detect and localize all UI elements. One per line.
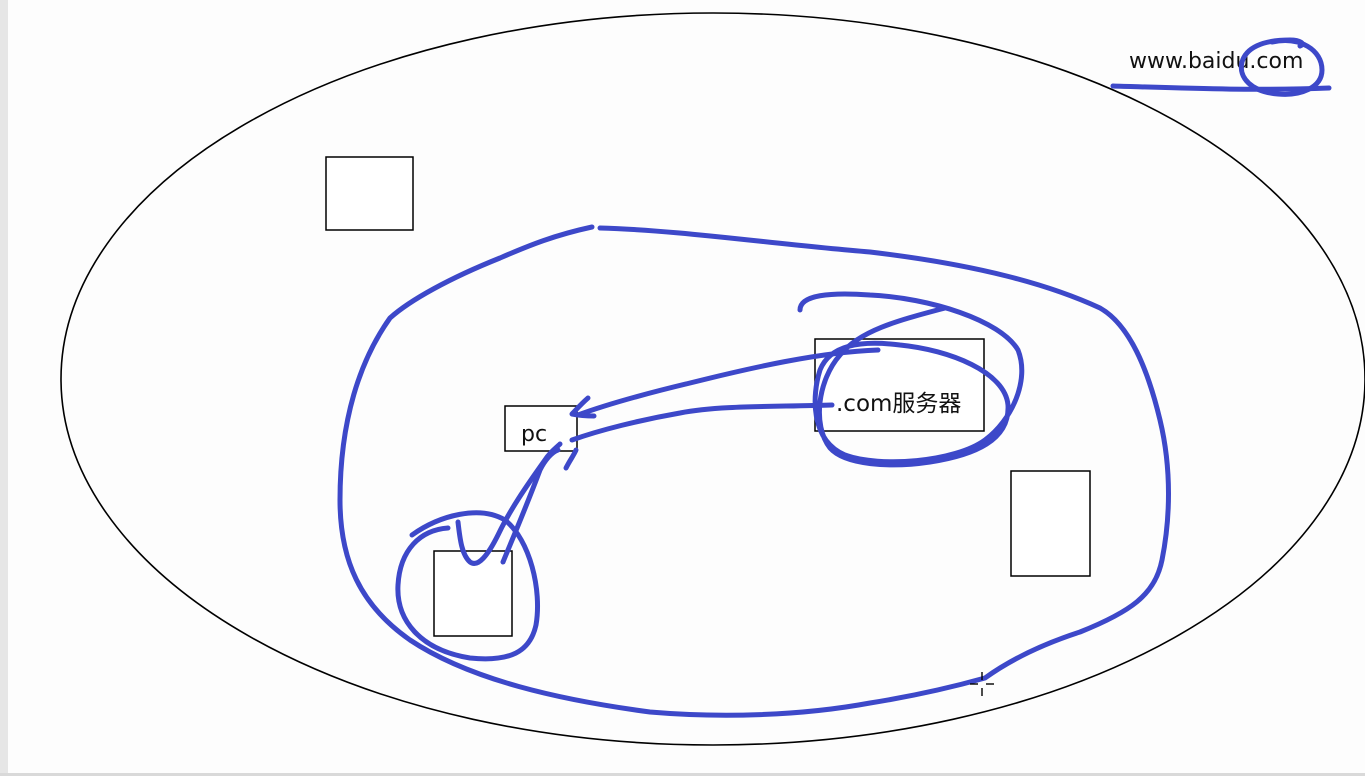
ink-large-loop [337,224,1171,718]
crosshair-cursor-icon [970,672,994,696]
node-box-top-left [325,156,414,231]
ink-circle-domain-tld [1238,37,1325,97]
pc-node-box [504,405,578,452]
ink-tick-pc [563,447,579,471]
server-label: .com服务器 [836,391,961,417]
window-left-edge [0,0,8,776]
ink-underline-domain [1110,83,1332,92]
drawing-canvas[interactable] [8,0,1365,773]
ink-arrowhead-pc [569,395,597,419]
node-box-right [1010,470,1091,577]
ink-annotations [337,37,1332,718]
window-bottom-edge [0,773,1365,776]
ink-circle-bottom-box [395,510,541,662]
domain-label: www.baidu.com [1129,49,1303,74]
ink-arrow-server-to-pc [575,347,881,418]
ink-circle-server [797,291,1025,468]
ink-arrow-server-to-pc-lower [569,402,835,443]
ink-link-pc-bottom-2 [500,447,561,565]
network-ellipse [60,12,1365,746]
pc-label: pc [521,422,547,447]
